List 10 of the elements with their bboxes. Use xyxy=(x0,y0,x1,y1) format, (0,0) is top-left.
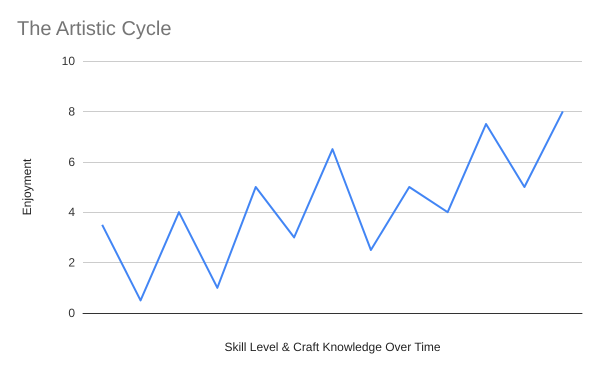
chart-title: The Artistic Cycle xyxy=(17,18,172,40)
x-axis-title: Skill Level & Craft Knowledge Over Time xyxy=(224,340,441,354)
y-tick-label: 8 xyxy=(68,104,76,118)
line-series xyxy=(101,110,564,302)
y-tick-label: 6 xyxy=(68,154,76,169)
y-tick-label: 4 xyxy=(68,205,76,220)
y-tick-label: 0 xyxy=(68,306,76,320)
y-tick-label: 10 xyxy=(62,54,76,68)
y-axis-title: Enjoyment xyxy=(20,158,34,216)
y-tick-label: 2 xyxy=(68,256,76,270)
